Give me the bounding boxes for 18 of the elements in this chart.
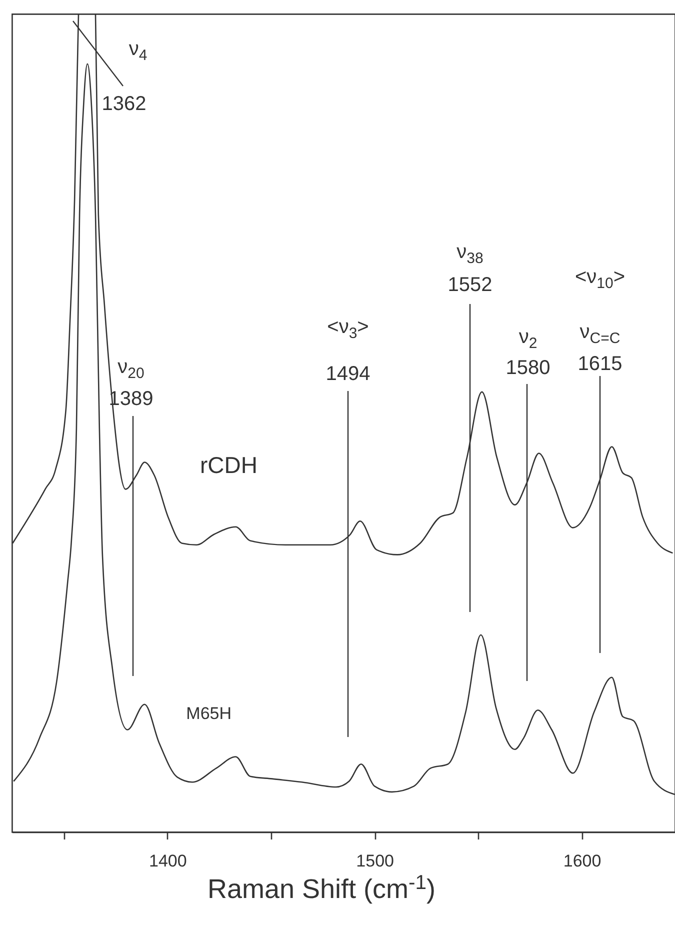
- series-label: M65H: [186, 704, 232, 724]
- annotation: 1552: [448, 274, 492, 296]
- x-tick-label: 1600: [563, 852, 602, 870]
- annotation: ν$_{38}$: [456, 241, 484, 268]
- x-tick-label: 1400: [148, 852, 187, 870]
- annotation: 1580: [506, 357, 550, 379]
- series-label: rCDH: [200, 452, 258, 478]
- x-axis-title: Raman Shift (cm$^{-1}$): [207, 872, 436, 904]
- annotation: 1615: [578, 353, 622, 375]
- annotation: ν$_{C=C}$: [580, 321, 620, 348]
- x-tick-label: 1500: [356, 852, 394, 870]
- annotation: ν$_{20}$: [118, 356, 144, 382]
- annotation: ν$_{4}$: [128, 38, 148, 64]
- annotation: 1362: [102, 93, 146, 115]
- annotation: 1494: [326, 363, 370, 385]
- annotation: ν$_{2}$: [518, 326, 538, 352]
- annotation: <ν$_{10}$>: [574, 266, 626, 292]
- annotation: <ν$_{3}$>: [327, 316, 369, 342]
